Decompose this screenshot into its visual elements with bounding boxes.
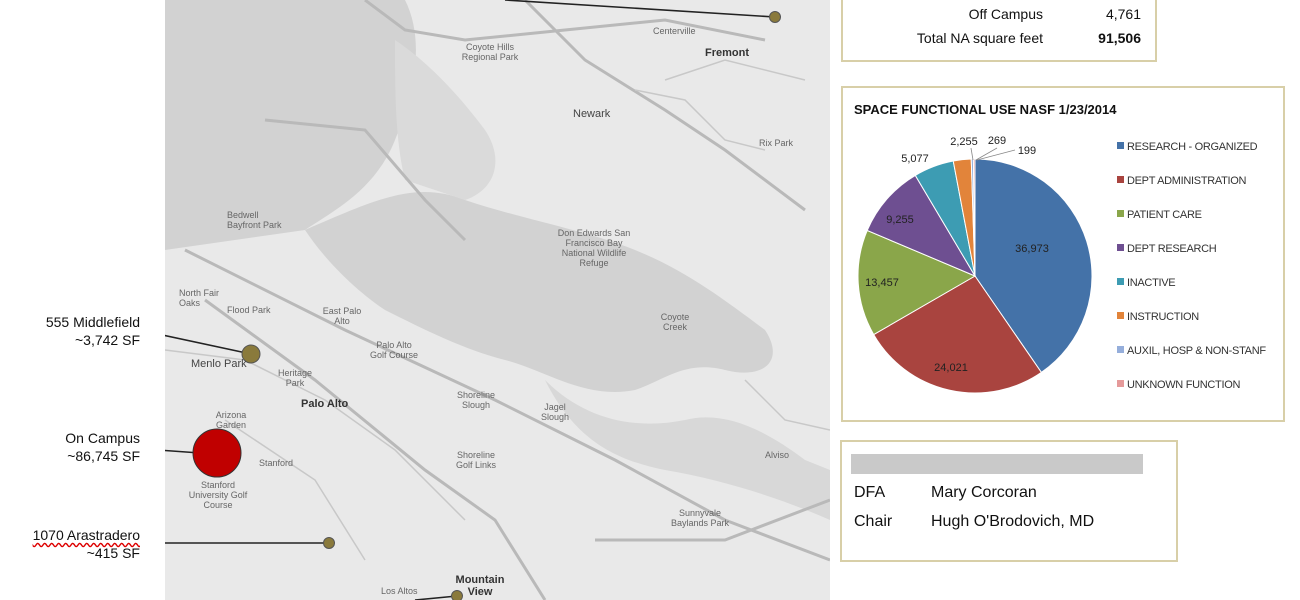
legend-item: DEPT ADMINISTRATION [1117, 175, 1246, 189]
contact-row: DFA Mary Corcoran [854, 484, 1037, 502]
map-label: Arizona Garden [215, 410, 247, 430]
legend-swatch [1117, 312, 1124, 319]
legend-item: DEPT RESEARCH [1117, 243, 1217, 257]
legend-item: PATIENT CARE [1117, 209, 1202, 223]
site-marker-1070-arastradero [323, 537, 335, 549]
legend-item: INACTIVE [1117, 277, 1176, 291]
pie-data-label: 36,973 [1015, 243, 1049, 255]
contact-box: DFA Mary Corcoran Chair Hugh O'Brodovich, … [840, 440, 1178, 562]
map-label: Menlo Park [191, 358, 247, 370]
pie-data-label: 2,255 [950, 136, 978, 148]
legend-label: INSTRUCTION [1127, 311, 1199, 323]
map-label: Shoreline Golf Links [455, 450, 497, 470]
legend-item: UNKNOWN FUNCTION [1117, 379, 1240, 393]
redacted-bar [851, 454, 1143, 474]
site-marker-on-campus [192, 428, 242, 478]
annotation-size: ~3,742 SF [75, 332, 140, 348]
map-label: Stanford University Golf Course [188, 480, 248, 510]
map-label: Mountain View [455, 574, 505, 598]
map-label: Los Altos [381, 586, 418, 596]
map-label: East Palo Alto [322, 306, 362, 326]
pie-slice [866, 174, 977, 278]
legend-swatch [1117, 244, 1124, 251]
legend-swatch [1117, 278, 1124, 285]
summary-row: Total NA square feet 91,506 [843, 30, 1155, 50]
map-label: Fremont [705, 47, 749, 59]
pie-data-label: 269 [988, 135, 1006, 147]
annotation-name: On Campus [65, 430, 140, 446]
legend-swatch [1117, 176, 1124, 183]
contact-role: Chair [854, 513, 893, 530]
map-label: Newark [573, 108, 611, 120]
map[interactable]: Coyote Hills Regional Park Fremont Newar… [165, 0, 830, 600]
summary-value: 91,506 [1098, 30, 1141, 46]
pie-leader-line [976, 149, 1016, 161]
site-marker-555-middlefield [241, 344, 261, 364]
pie-slice [857, 229, 977, 336]
chart-title: SPACE FUNCTIONAL USE NASF 1/23/2014 [854, 102, 1117, 117]
legend-label: RESEARCH - ORGANIZED [1127, 141, 1258, 153]
pie-data-label: 13,457 [865, 277, 899, 289]
map-graphic [165, 0, 830, 600]
pie-data-label: 5,077 [901, 153, 929, 165]
chart-box: SPACE FUNCTIONAL USE NASF 1/23/2014 36,9… [841, 86, 1285, 422]
map-label: Alviso [765, 450, 790, 460]
map-label: North Fair Oaks [179, 288, 220, 308]
contact-role: DFA [854, 484, 886, 501]
legend-label: INACTIVE [1127, 277, 1176, 289]
legend-label: DEPT ADMINISTRATION [1127, 175, 1247, 187]
contact-name: Mary Corcoran [931, 484, 1037, 501]
pie-slice [974, 158, 1093, 374]
map-label: Palo Alto Golf Course [369, 340, 419, 360]
contact-row: Chair Hugh O'Brodovich, MD [854, 513, 1094, 531]
annotation-555-middlefield: 555 Middlefield ~3,742 SF [46, 313, 140, 349]
summary-label: Total NA square feet [916, 30, 1043, 46]
map-label: Shoreline Slough [456, 390, 496, 410]
pie-slice [873, 275, 1043, 394]
pie-chart: 36,973 24,021 13,457 9,255 5,077 2,255 269 199 [857, 135, 1093, 394]
legend-swatch [1117, 380, 1124, 387]
map-label: Don Edwards San Francisco Bay National W… [557, 228, 631, 268]
annotation-1070-arastradero: 1070 Arastradero ~415 SF [33, 526, 140, 562]
pie-leader-line [975, 147, 998, 161]
annotation-on-campus: On Campus ~86,745 SF [65, 429, 140, 465]
legend-item: RESEARCH - ORGANIZED [1117, 141, 1258, 155]
map-label: Coyote Hills Regional Park [461, 42, 519, 62]
map-label: Heritage Park [277, 368, 313, 388]
legend-swatch [1117, 346, 1124, 353]
map-label: Stanford [259, 458, 294, 468]
map-label: Palo Alto [301, 398, 349, 410]
map-label: Flood Park [227, 305, 271, 315]
legend-item: AUXIL, HOSP & NON-STANF [1117, 345, 1266, 359]
legend-label: DEPT RESEARCH [1127, 243, 1217, 255]
map-label: Sunnyvale Baylands Park [670, 508, 730, 528]
summary-row: Off Campus 4,761 [843, 6, 1155, 26]
legend-swatch [1117, 210, 1124, 217]
pie-data-label: 9,255 [886, 214, 914, 226]
annotation-size: ~415 SF [86, 545, 140, 561]
pie-data-label: 199 [1018, 145, 1036, 157]
legend-item: INSTRUCTION [1117, 311, 1199, 325]
map-label: Rix Park [759, 138, 794, 148]
site-marker-mountain-view [451, 590, 463, 600]
annotation-name: 555 Middlefield [45, 314, 140, 330]
map-label: Jagel Slough [540, 402, 570, 422]
map-label: Centerville [653, 26, 696, 36]
pie-slice [972, 158, 976, 277]
legend-swatch [1117, 142, 1124, 149]
annotation-name: 1070 Arastradero [32, 527, 140, 543]
summary-box: Off Campus 4,761 Total NA square feet 91… [841, 0, 1157, 62]
site-marker-fremont [769, 11, 781, 23]
annotation-size: ~86,745 SF [67, 448, 140, 464]
pie-leader-line [970, 147, 974, 161]
summary-value: 4,761 [1105, 6, 1141, 22]
legend-label: UNKNOWN FUNCTION [1127, 379, 1241, 391]
map-label: Coyote Creek [660, 312, 690, 332]
map-label: Bedwell Bayfront Park [227, 210, 282, 230]
legend-label: PATIENT CARE [1127, 209, 1202, 221]
contact-name: Hugh O'Brodovich, MD [931, 513, 1095, 530]
pie-data-label: 24,021 [934, 362, 968, 374]
summary-label: Off Campus [968, 6, 1043, 22]
legend-label: AUXIL, HOSP & NON-STANF [1127, 345, 1266, 357]
